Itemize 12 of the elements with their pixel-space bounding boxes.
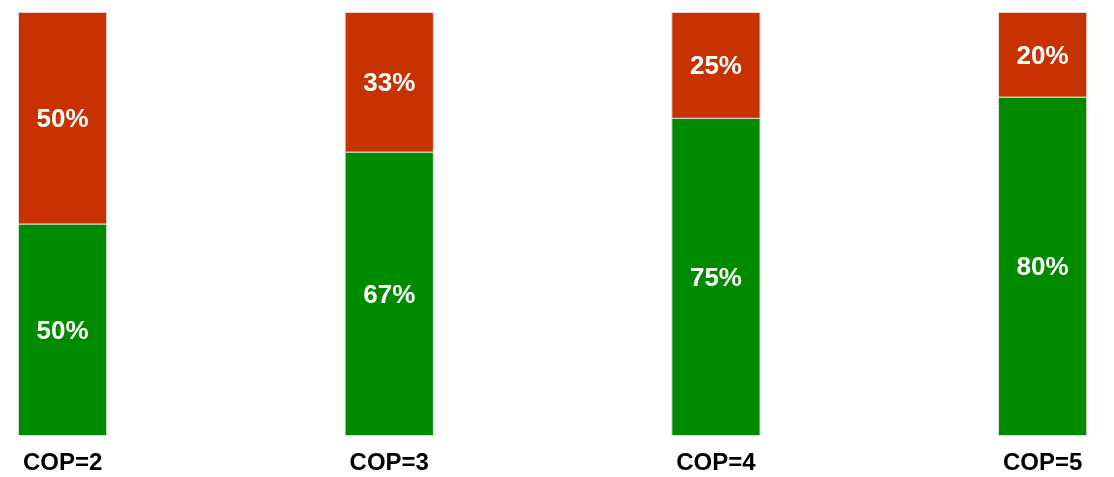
data-label: 25% — [689, 50, 742, 81]
data-label: 20% — [1016, 39, 1069, 70]
data-label: 50% — [36, 314, 89, 345]
data-label: 33% — [363, 67, 416, 98]
data-label: 80% — [1016, 251, 1069, 282]
x-tick-label: COP=5 — [1002, 447, 1083, 475]
data-label: 50% — [36, 103, 89, 134]
data-label: 75% — [689, 261, 742, 292]
x-tick-label: COP=3 — [349, 447, 429, 475]
x-tick-label: COP=2 — [22, 447, 103, 475]
x-tick-label: COP=4 — [676, 447, 757, 475]
data-label: 67% — [363, 278, 416, 309]
